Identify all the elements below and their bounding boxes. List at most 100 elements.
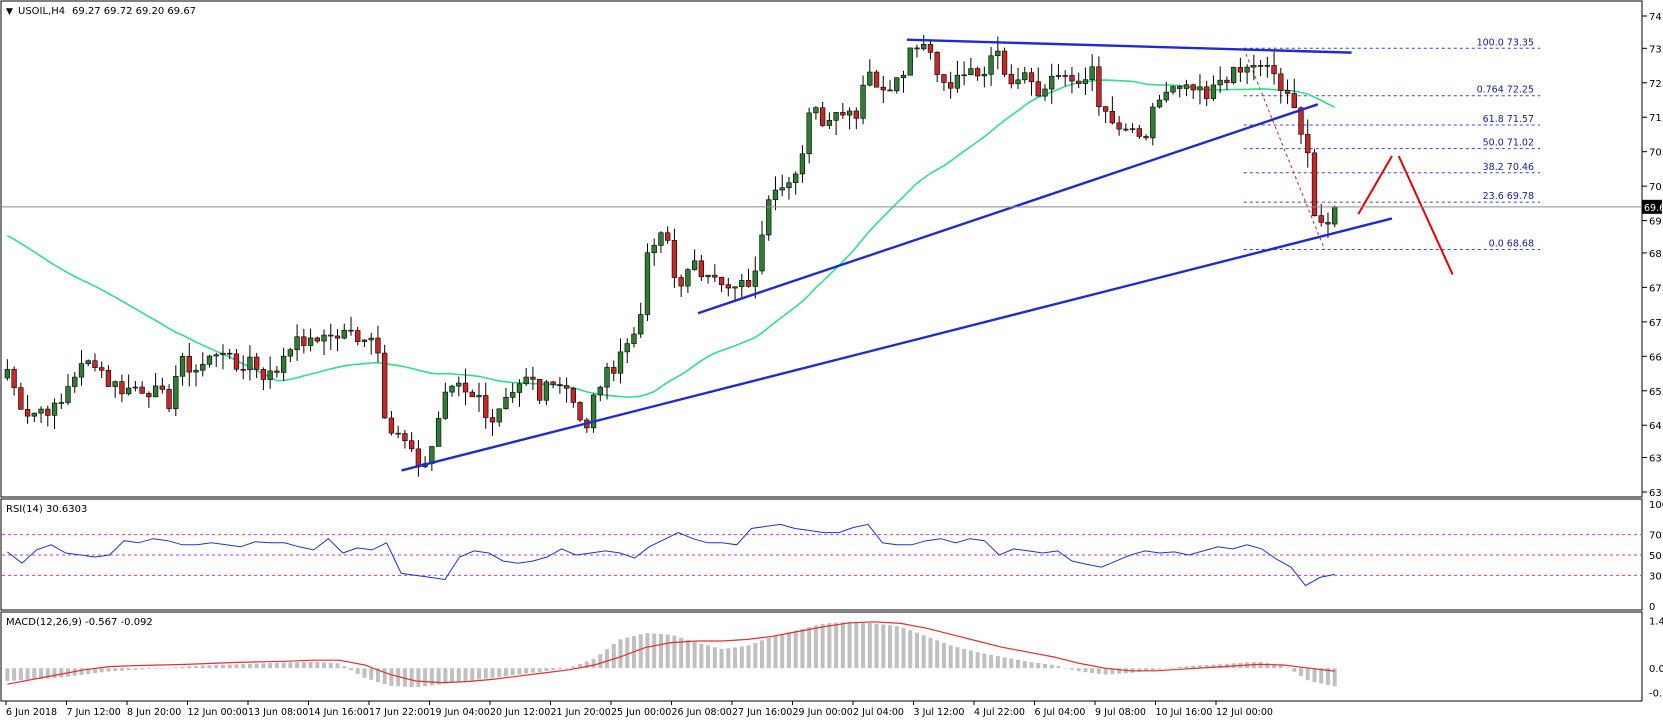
macd-histogram-bar bbox=[921, 635, 926, 669]
bullish-candle bbox=[496, 408, 502, 423]
bullish-candle bbox=[766, 199, 772, 236]
bearish-candle bbox=[1102, 106, 1109, 112]
macd-histogram-bar bbox=[854, 622, 859, 669]
macd-histogram-bar bbox=[1009, 658, 1014, 669]
macd-histogram-bar bbox=[510, 668, 515, 676]
bullish-candle bbox=[213, 354, 219, 357]
macd-histogram-bar bbox=[409, 668, 414, 688]
macd-histogram-bar bbox=[928, 637, 933, 669]
macd-histogram-bar bbox=[173, 667, 178, 669]
macd-histogram-bar bbox=[840, 622, 845, 669]
bearish-candle bbox=[328, 334, 334, 337]
macd-histogram-bar bbox=[975, 652, 980, 669]
bullish-candle bbox=[435, 418, 442, 447]
macd-histogram-bar bbox=[1002, 657, 1007, 669]
fibonacci-level-label: 50.0 71.02 bbox=[1483, 138, 1534, 149]
bullish-candle bbox=[429, 446, 435, 464]
bearish-candle bbox=[1318, 215, 1324, 223]
bearish-candle bbox=[1008, 74, 1014, 85]
macd-histogram-bar bbox=[1305, 668, 1310, 681]
rsi-axis-label: 0 bbox=[1649, 602, 1655, 613]
macd-histogram-bar bbox=[261, 663, 266, 669]
bullish-candle bbox=[772, 189, 779, 201]
bullish-candle bbox=[590, 394, 597, 429]
bearish-candle bbox=[355, 330, 361, 342]
bullish-candle bbox=[786, 182, 792, 189]
macd-histogram-bar bbox=[834, 622, 839, 669]
macd-histogram-bar bbox=[106, 668, 111, 672]
macd-histogram-bar bbox=[618, 639, 623, 669]
time-axis-label: 6 Jul 04:00 bbox=[1035, 707, 1086, 718]
bullish-candle bbox=[1082, 79, 1089, 84]
time-axis-label: 21 Jun 20:00 bbox=[551, 707, 611, 718]
time-axis-label: 14 Jun 16:00 bbox=[309, 707, 369, 718]
macd-histogram-bar bbox=[813, 625, 818, 669]
macd-histogram-bar bbox=[861, 622, 866, 669]
bearish-candle bbox=[550, 381, 556, 385]
bearish-candle bbox=[227, 352, 233, 355]
macd-histogram-bar bbox=[227, 664, 232, 669]
bearish-candle bbox=[974, 68, 981, 77]
macd-histogram-bar bbox=[948, 645, 953, 669]
macd-histogram-bar bbox=[39, 668, 44, 679]
macd-histogram-bar bbox=[1177, 666, 1182, 669]
macd-histogram-bar bbox=[429, 668, 434, 686]
macd-histogram-bar bbox=[288, 662, 293, 669]
macd-histogram-bar bbox=[348, 668, 354, 671]
time-axis-label: 7 Jun 12:00 bbox=[67, 707, 121, 718]
bullish-candle bbox=[543, 381, 550, 401]
macd-histogram-bar bbox=[301, 662, 306, 669]
bullish-candle bbox=[220, 352, 226, 356]
macd-histogram-bar bbox=[470, 668, 475, 681]
macd-histogram-bar bbox=[140, 668, 145, 670]
time-axis-label: 3 Jul 12:00 bbox=[914, 707, 965, 718]
bullish-candle bbox=[988, 55, 994, 75]
macd-histogram-bar bbox=[605, 649, 610, 669]
bearish-candle bbox=[1028, 72, 1035, 83]
bullish-candle bbox=[38, 408, 44, 414]
macd-histogram-bar bbox=[1312, 668, 1317, 683]
bearish-candle bbox=[45, 408, 51, 416]
fibonacci-level-label: 23.6 69.78 bbox=[1483, 191, 1534, 202]
time-axis-label: 8 Jun 20:00 bbox=[127, 707, 181, 718]
macd-histogram-bar bbox=[1083, 668, 1088, 673]
macd-histogram-bar bbox=[719, 648, 724, 669]
bullish-candle bbox=[510, 392, 516, 398]
macd-histogram-bar bbox=[571, 666, 576, 669]
bullish-candle bbox=[995, 50, 1001, 57]
macd-histogram-bar bbox=[611, 644, 616, 669]
bullish-candle bbox=[705, 274, 711, 278]
macd-histogram-bar bbox=[1204, 665, 1209, 669]
macd-histogram-bar bbox=[402, 668, 407, 687]
macd-histogram-bar bbox=[699, 643, 704, 669]
bullish-candle bbox=[793, 173, 799, 184]
bearish-candle bbox=[408, 440, 415, 450]
macd-histogram-bar bbox=[1150, 668, 1155, 671]
candles-layer bbox=[4, 35, 1338, 477]
bearish-candle bbox=[725, 284, 731, 289]
macd-histogram-bar bbox=[416, 668, 421, 688]
macd-histogram-bar bbox=[113, 668, 118, 672]
bullish-candle bbox=[954, 74, 961, 89]
current-price-box bbox=[1642, 199, 1662, 214]
header-arrow-icon[interactable]: ▼ bbox=[6, 7, 13, 17]
bearish-candle bbox=[1035, 81, 1041, 97]
bullish-candle bbox=[907, 47, 913, 76]
bullish-candle bbox=[968, 68, 974, 76]
macd-histogram-bar bbox=[1191, 665, 1196, 669]
bearish-candle bbox=[469, 391, 475, 398]
bullish-candle bbox=[597, 386, 603, 396]
macd-histogram-bar bbox=[1197, 665, 1202, 669]
time-axis-label: 10 Jul 16:00 bbox=[1156, 707, 1213, 718]
macd-histogram-bar bbox=[187, 666, 192, 669]
macd-histogram-bar bbox=[665, 634, 670, 669]
trendline bbox=[906, 38, 1352, 54]
macd-histogram-bar bbox=[867, 623, 872, 669]
macd-panel-frame bbox=[0, 611, 1643, 702]
bullish-candle bbox=[449, 385, 455, 393]
rsi-axis-label: 50 bbox=[1649, 551, 1662, 562]
rsi-title: RSI(14) 30.6303 bbox=[6, 504, 87, 515]
bullish-candle bbox=[1055, 75, 1062, 77]
bullish-candle bbox=[813, 107, 819, 114]
